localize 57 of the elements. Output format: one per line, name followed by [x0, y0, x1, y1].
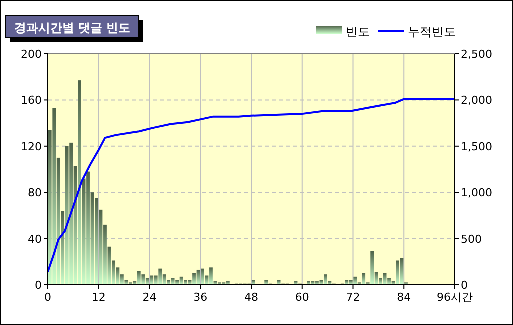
bar — [354, 276, 358, 285]
y-tick-label: 0 — [35, 279, 42, 292]
x-tick-label: 48 — [244, 291, 258, 304]
bar — [370, 252, 374, 285]
bar — [171, 278, 175, 285]
bar — [388, 278, 391, 285]
bar — [154, 276, 158, 285]
bar — [56, 158, 60, 285]
x-tick-label: 72 — [346, 291, 360, 304]
y2-tick-label: 1,000 — [461, 186, 492, 200]
y-tick-label: 80 — [28, 186, 42, 200]
x-tick-label: 0 — [44, 291, 52, 304]
bar — [61, 211, 65, 285]
bar — [74, 166, 78, 285]
bar — [146, 278, 150, 285]
x-tick-label: 60 — [295, 291, 310, 304]
bar — [120, 274, 124, 285]
y-tick-label: 200 — [21, 48, 42, 61]
bar — [362, 273, 366, 285]
x-tick-label: 12 — [92, 291, 106, 304]
y-tick-label: 120 — [21, 140, 42, 154]
bar — [65, 146, 69, 285]
x-tick-label: 24 — [142, 291, 157, 304]
bar — [70, 142, 74, 285]
bar — [192, 273, 196, 285]
bar — [162, 274, 166, 285]
y2-tick-label: 1,500 — [461, 140, 492, 154]
bar — [374, 272, 378, 285]
chart-title: 경과시간별 댓글 빈도 — [14, 21, 131, 35]
bar — [52, 108, 56, 285]
x-tick-label: 84 — [397, 291, 412, 304]
y-tick-label: 40 — [28, 232, 42, 246]
bar — [142, 274, 146, 285]
bar — [158, 268, 162, 285]
bar — [150, 276, 154, 285]
bar — [324, 274, 328, 285]
legend-label: 빈도 — [346, 25, 370, 39]
bar — [78, 80, 82, 285]
bar — [86, 172, 90, 285]
bar — [95, 198, 98, 285]
y2-tick-label: 2,500 — [461, 48, 492, 61]
bar — [137, 271, 141, 285]
bar — [201, 268, 204, 285]
bar — [379, 278, 383, 285]
y-tick-label: 160 — [21, 94, 42, 108]
legend-label: 누적빈도 — [408, 25, 456, 39]
bar — [112, 260, 116, 285]
bar — [396, 260, 400, 285]
line-series — [47, 98, 456, 274]
x-tick-label: 96시간 — [437, 291, 473, 304]
bar — [104, 224, 107, 285]
y2-tick-label: 500 — [461, 232, 482, 246]
x-tick-label: 36 — [194, 291, 208, 304]
y2-tick-label: 2,000 — [461, 94, 492, 108]
bar — [210, 268, 213, 285]
bar — [48, 130, 52, 285]
y2-tick-label: 0 — [461, 279, 468, 292]
